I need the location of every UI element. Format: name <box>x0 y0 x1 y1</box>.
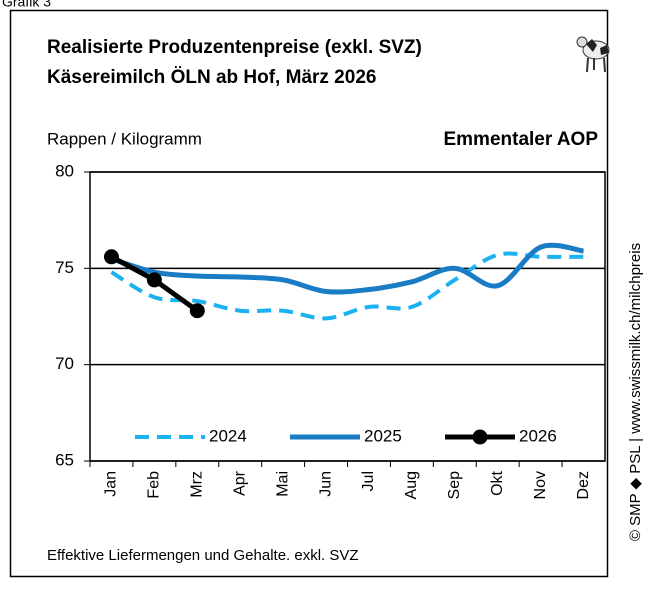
series-line <box>111 253 583 318</box>
chart-subtitle: Käsereimilch ÖLN ab Hof, März 2026 <box>47 67 376 88</box>
data-point <box>190 303 205 318</box>
y-tick-label: 75 <box>55 258 74 277</box>
chart-title: Realisierte Produzentenpreise (exkl. SVZ… <box>47 37 422 58</box>
x-tick-label: Sep <box>446 471 463 500</box>
x-tick-label: Dez <box>575 471 592 499</box>
y-axis-label: Rappen / Kilogramm <box>47 129 202 148</box>
legend-label: 2025 <box>364 426 402 445</box>
x-tick-label: Mrz <box>189 471 206 498</box>
plot-area <box>90 172 605 461</box>
x-tick-label: Jan <box>103 471 120 497</box>
x-tick-label: Jun <box>317 471 334 497</box>
x-tick-label: Okt <box>489 470 506 495</box>
frame <box>11 11 608 577</box>
data-point <box>104 249 119 264</box>
x-tick-label: Apr <box>231 470 248 496</box>
chart: Grafik 3 Realisierte Produzentenpreise (… <box>0 0 648 587</box>
y-tick-label: 65 <box>55 450 74 469</box>
panel-title: Emmentaler AOP <box>443 129 598 150</box>
x-tick-label: Mai <box>274 471 291 497</box>
legend-label: 2024 <box>209 426 247 445</box>
x-tick-label: Jul <box>360 471 377 491</box>
footnote: Effektive Liefermengen und Gehalte. exkl… <box>47 547 359 564</box>
legend-label: 2026 <box>519 426 557 445</box>
legend-marker <box>473 430 488 445</box>
x-tick-label: Feb <box>146 471 163 499</box>
x-tick-label: Aug <box>403 471 420 499</box>
cow-icon <box>577 37 609 72</box>
source: © SMP ◆ PSL | www.swissmilk.ch/milchprei… <box>627 243 644 541</box>
figure-label: Grafik 3 <box>2 0 51 10</box>
y-tick-label: 80 <box>55 161 74 180</box>
data-point <box>147 272 162 287</box>
x-tick-label: Nov <box>532 471 549 499</box>
y-tick-label: 70 <box>55 354 74 373</box>
